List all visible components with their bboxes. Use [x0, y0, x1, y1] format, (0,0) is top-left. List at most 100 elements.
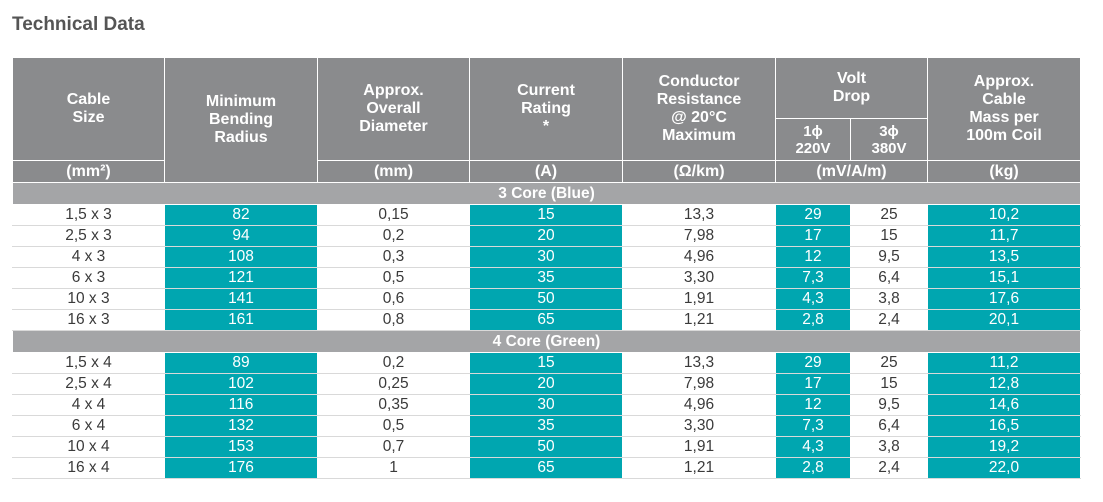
table-row: 10 x 4 153 0,7 50 1,91 4,3 3,8 19,2 — [12, 436, 1082, 458]
cell-overall-diameter: 0,2 — [317, 352, 470, 374]
table-row: 16 x 4 176 1 65 1,21 2,8 2,4 22,0 — [12, 457, 1082, 479]
cell-volt-drop-3ph: 25 — [849, 352, 929, 374]
cell-volt-drop-3ph: 9,5 — [849, 394, 929, 416]
cell-volt-drop-1ph: 17 — [775, 225, 851, 247]
cell-cable-size: 10 x 4 — [12, 436, 165, 458]
cell-volt-drop-3ph: 9,5 — [849, 246, 929, 268]
cell-volt-drop-3ph: 3,8 — [849, 288, 929, 310]
cell-cable-size: 16 x 4 — [12, 457, 165, 479]
cell-conductor-resistance: 13,3 — [622, 204, 776, 226]
unit-diameter: (mm) — [317, 160, 470, 183]
cell-cable-mass: 11,2 — [927, 352, 1082, 374]
cell-conductor-resistance: 4,96 — [622, 246, 776, 268]
cell-cable-size: 2,5 x 3 — [12, 225, 165, 247]
cell-bending-radius: 121 — [164, 267, 318, 289]
cell-volt-drop-3ph: 15 — [849, 225, 929, 247]
cell-cable-mass: 10,2 — [927, 204, 1082, 226]
cell-current-rating: 15 — [469, 352, 623, 374]
cell-volt-drop-3ph: 2,4 — [849, 457, 929, 479]
cell-conductor-resistance: 3,30 — [622, 267, 776, 289]
table-row: 4 x 3 108 0,3 30 4,96 12 9,5 13,5 — [12, 246, 1082, 268]
header-current-rating: Current Rating * — [469, 57, 623, 161]
group-label: 3 Core (Blue) — [11, 182, 1082, 205]
cell-overall-diameter: 0,6 — [317, 288, 470, 310]
cell-current-rating: 20 — [469, 373, 623, 395]
cell-overall-diameter: 0,5 — [317, 415, 470, 437]
cell-current-rating: 20 — [469, 225, 623, 247]
table-row: 4 x 4 116 0,35 30 4,96 12 9,5 14,6 — [12, 394, 1082, 416]
cell-overall-diameter: 0,35 — [317, 394, 470, 416]
cell-overall-diameter: 0,5 — [317, 267, 470, 289]
cell-cable-mass: 13,5 — [927, 246, 1082, 268]
cell-current-rating: 35 — [469, 267, 623, 289]
header-bending-radius: Minimum Bending Radius — [164, 57, 318, 183]
cell-bending-radius: 89 — [164, 352, 318, 374]
cell-bending-radius: 141 — [164, 288, 318, 310]
cell-conductor-resistance: 7,98 — [622, 225, 776, 247]
unit-volt-drop: (mV/A/m) — [774, 160, 929, 183]
cell-cable-size: 2,5 x 4 — [12, 373, 165, 395]
cell-volt-drop-1ph: 12 — [775, 394, 851, 416]
cell-cable-size: 10 x 3 — [12, 288, 165, 310]
page-title: Technical Data — [12, 14, 145, 35]
table-row: 2,5 x 4 102 0,25 20 7,98 17 15 12,8 — [12, 373, 1082, 395]
unit-resistance: (Ω/km) — [622, 160, 776, 183]
cell-volt-drop-3ph: 6,4 — [849, 415, 929, 437]
cell-bending-radius: 132 — [164, 415, 318, 437]
cell-overall-diameter: 0,3 — [317, 246, 470, 268]
cell-conductor-resistance: 13,3 — [622, 352, 776, 374]
cell-current-rating: 65 — [469, 309, 623, 331]
group-label: 4 Core (Green) — [11, 330, 1082, 353]
cell-bending-radius: 161 — [164, 309, 318, 331]
cell-volt-drop-1ph: 7,3 — [775, 267, 851, 289]
cell-cable-mass: 14,6 — [927, 394, 1082, 416]
cell-current-rating: 50 — [469, 288, 623, 310]
cell-bending-radius: 82 — [164, 204, 318, 226]
cell-volt-drop-1ph: 4,3 — [775, 436, 851, 458]
cell-cable-size: 1,5 x 4 — [12, 352, 165, 374]
cell-overall-diameter: 1 — [317, 457, 470, 479]
cell-cable-mass: 19,2 — [927, 436, 1082, 458]
header-cable-mass: Approx. Cable Mass per 100m Coil — [927, 57, 1082, 161]
cell-volt-drop-1ph: 7,3 — [775, 415, 851, 437]
cell-conductor-resistance: 7,98 — [622, 373, 776, 395]
cell-cable-mass: 17,6 — [927, 288, 1082, 310]
cell-volt-drop-3ph: 6,4 — [849, 267, 929, 289]
cell-cable-size: 4 x 4 — [12, 394, 165, 416]
header-volt-drop-three-phase: 3ϕ 380V — [849, 118, 929, 161]
cell-cable-mass: 20,1 — [927, 309, 1082, 331]
header-volt-drop: Volt Drop — [774, 57, 929, 119]
cell-overall-diameter: 0,2 — [317, 225, 470, 247]
cell-volt-drop-1ph: 12 — [775, 246, 851, 268]
cell-conductor-resistance: 3,30 — [622, 415, 776, 437]
cell-cable-size: 16 x 3 — [12, 309, 165, 331]
unit-current: (A) — [469, 160, 623, 183]
cell-bending-radius: 102 — [164, 373, 318, 395]
technical-data-table: Cable Size Minimum Bending Radius Approx. Ov… — [11, 57, 1082, 479]
cell-bending-radius: 116 — [164, 394, 318, 416]
cell-cable-size: 1,5 x 3 — [12, 204, 165, 226]
cell-volt-drop-1ph: 17 — [775, 373, 851, 395]
table-row: 6 x 4 132 0,5 35 3,30 7,3 6,4 16,5 — [12, 415, 1082, 437]
cell-cable-size: 6 x 4 — [12, 415, 165, 437]
cell-volt-drop-1ph: 2,8 — [775, 309, 851, 331]
table-row: 10 x 3 141 0,6 50 1,91 4,3 3,8 17,6 — [12, 288, 1082, 310]
table-row: 2,5 x 3 94 0,2 20 7,98 17 15 11,7 — [12, 225, 1082, 247]
cell-cable-mass: 12,8 — [927, 373, 1082, 395]
cell-current-rating: 35 — [469, 415, 623, 437]
header-overall-diameter: Approx. Overall Diameter — [317, 57, 470, 161]
group-row: 4 Core (Green) — [11, 330, 1082, 353]
cell-current-rating: 30 — [469, 246, 623, 268]
unit-cable-size: (mm²) — [12, 160, 165, 183]
header-conductor-resistance: Conductor Resistance @ 20°C Maximum — [622, 57, 776, 161]
cell-current-rating: 15 — [469, 204, 623, 226]
table-row: 1,5 x 4 89 0,2 15 13,3 29 25 11,2 — [12, 352, 1082, 374]
cell-bending-radius: 94 — [164, 225, 318, 247]
cell-conductor-resistance: 1,91 — [622, 436, 776, 458]
group-row: 3 Core (Blue) — [11, 182, 1082, 205]
table-row: 16 x 3 161 0,8 65 1,21 2,8 2,4 20,1 — [12, 309, 1082, 331]
cell-cable-mass: 16,5 — [927, 415, 1082, 437]
cell-conductor-resistance: 4,96 — [622, 394, 776, 416]
cell-conductor-resistance: 1,21 — [622, 309, 776, 331]
cell-volt-drop-1ph: 29 — [775, 204, 851, 226]
